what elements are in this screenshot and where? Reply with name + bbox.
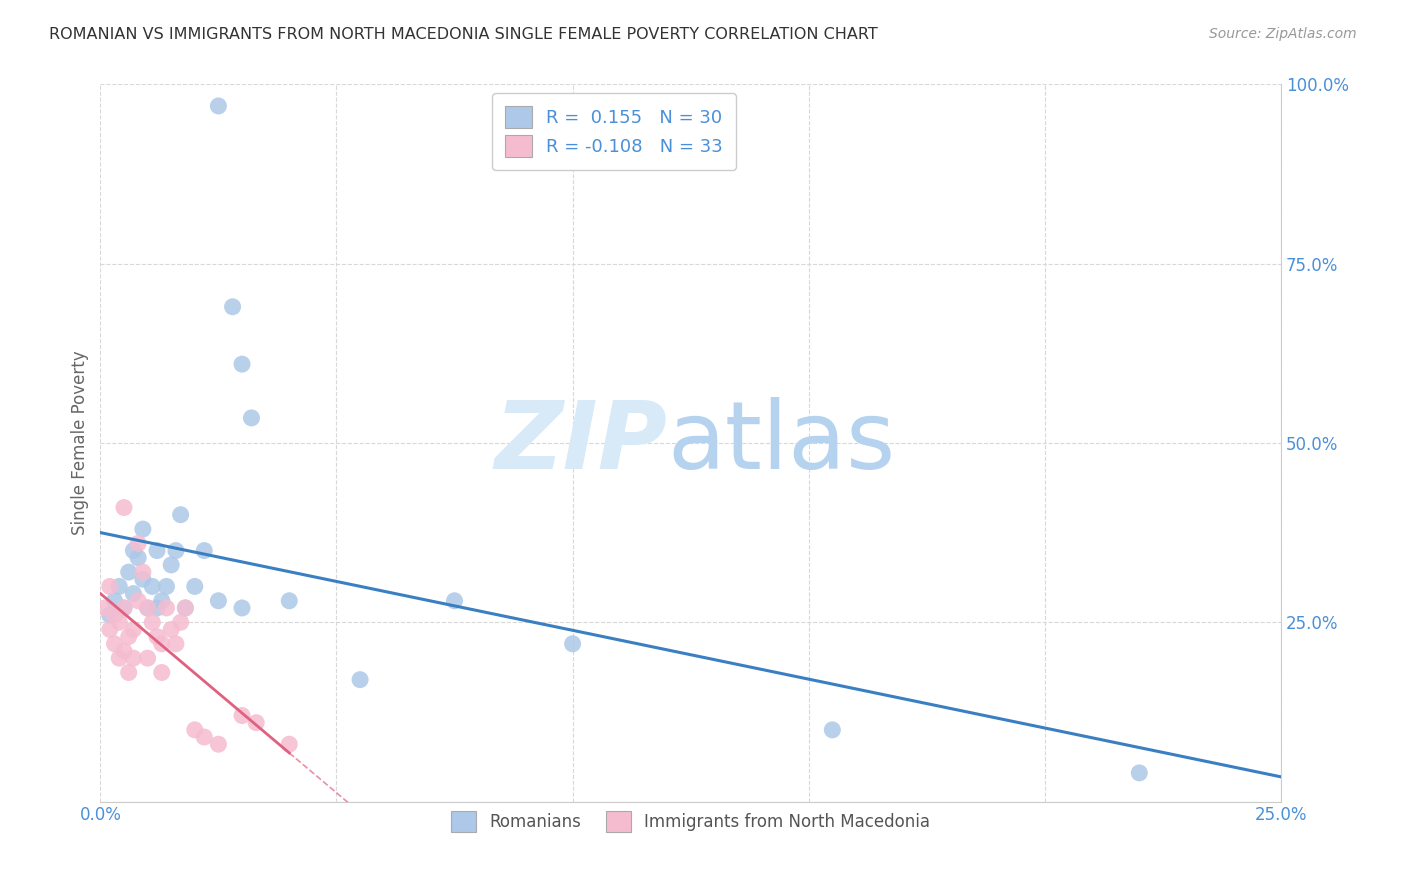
Point bbox=[127, 536, 149, 550]
Point bbox=[132, 572, 155, 586]
Point bbox=[278, 737, 301, 751]
Point bbox=[122, 623, 145, 637]
Point bbox=[231, 708, 253, 723]
Point bbox=[103, 608, 125, 623]
Point bbox=[136, 651, 159, 665]
Point bbox=[561, 637, 583, 651]
Point bbox=[231, 357, 253, 371]
Point bbox=[1128, 765, 1150, 780]
Point bbox=[103, 637, 125, 651]
Point bbox=[118, 630, 141, 644]
Point bbox=[136, 601, 159, 615]
Point bbox=[207, 99, 229, 113]
Point bbox=[108, 651, 131, 665]
Y-axis label: Single Female Poverty: Single Female Poverty bbox=[72, 351, 89, 535]
Point bbox=[98, 608, 121, 623]
Point bbox=[821, 723, 844, 737]
Point bbox=[150, 594, 173, 608]
Point bbox=[146, 543, 169, 558]
Point bbox=[155, 579, 177, 593]
Legend: Romanians, Immigrants from North Macedonia: Romanians, Immigrants from North Macedon… bbox=[439, 800, 942, 844]
Point bbox=[141, 615, 163, 630]
Point bbox=[174, 601, 197, 615]
Point bbox=[112, 500, 135, 515]
Point bbox=[184, 723, 207, 737]
Point bbox=[118, 565, 141, 579]
Point bbox=[155, 601, 177, 615]
Point bbox=[174, 601, 197, 615]
Text: ZIP: ZIP bbox=[494, 397, 666, 489]
Text: atlas: atlas bbox=[666, 397, 896, 489]
Point bbox=[169, 615, 191, 630]
Point bbox=[443, 594, 465, 608]
Point bbox=[240, 411, 263, 425]
Point bbox=[122, 586, 145, 600]
Point bbox=[169, 508, 191, 522]
Point bbox=[112, 601, 135, 615]
Point bbox=[122, 543, 145, 558]
Point bbox=[231, 601, 253, 615]
Point bbox=[193, 730, 215, 744]
Point bbox=[112, 644, 135, 658]
Point bbox=[278, 594, 301, 608]
Point bbox=[108, 615, 131, 630]
Point bbox=[221, 300, 243, 314]
Point bbox=[165, 637, 187, 651]
Point bbox=[132, 565, 155, 579]
Point bbox=[150, 637, 173, 651]
Point bbox=[165, 543, 187, 558]
Point bbox=[94, 601, 117, 615]
Point bbox=[245, 715, 267, 730]
Point bbox=[103, 594, 125, 608]
Point bbox=[150, 665, 173, 680]
Point bbox=[118, 665, 141, 680]
Point bbox=[160, 623, 183, 637]
Point bbox=[108, 579, 131, 593]
Point bbox=[127, 594, 149, 608]
Text: ROMANIAN VS IMMIGRANTS FROM NORTH MACEDONIA SINGLE FEMALE POVERTY CORRELATION CH: ROMANIAN VS IMMIGRANTS FROM NORTH MACEDO… bbox=[49, 27, 877, 42]
Text: Source: ZipAtlas.com: Source: ZipAtlas.com bbox=[1209, 27, 1357, 41]
Point bbox=[98, 579, 121, 593]
Point bbox=[98, 623, 121, 637]
Point bbox=[193, 543, 215, 558]
Point bbox=[349, 673, 371, 687]
Point bbox=[207, 737, 229, 751]
Point bbox=[122, 651, 145, 665]
Point bbox=[141, 579, 163, 593]
Point bbox=[146, 601, 169, 615]
Point bbox=[132, 522, 155, 536]
Point bbox=[127, 550, 149, 565]
Point bbox=[207, 594, 229, 608]
Point bbox=[184, 579, 207, 593]
Point bbox=[136, 601, 159, 615]
Point bbox=[112, 601, 135, 615]
Point bbox=[146, 630, 169, 644]
Point bbox=[160, 558, 183, 572]
